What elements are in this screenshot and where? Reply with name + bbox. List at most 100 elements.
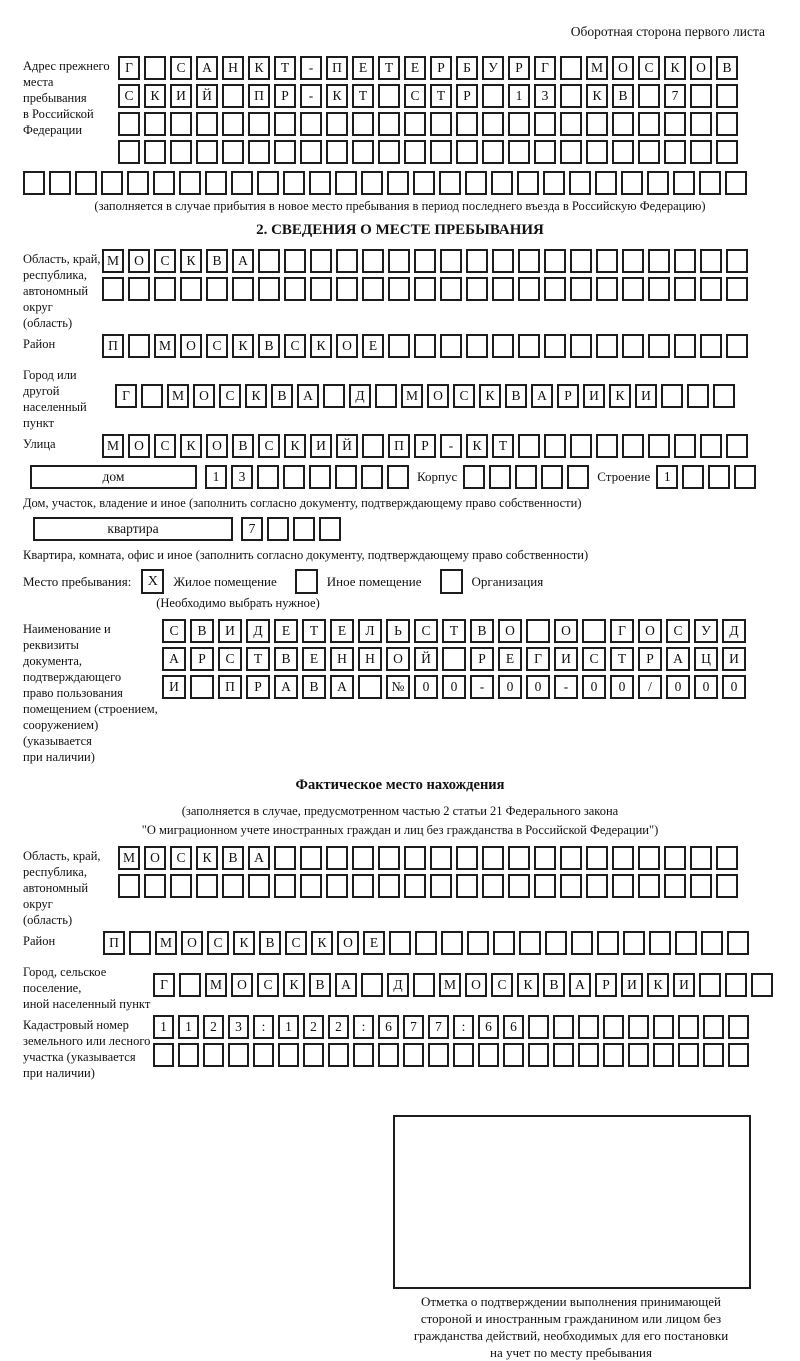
char-cell[interactable]: 6	[478, 1015, 499, 1039]
char-cell[interactable]: С	[218, 647, 242, 671]
char-cell[interactable]: С	[582, 647, 606, 671]
char-cell[interactable]: 7	[241, 517, 263, 541]
char-cell[interactable]: Т	[378, 56, 400, 80]
char-cell[interactable]	[528, 1043, 549, 1067]
char-cell[interactable]	[144, 140, 166, 164]
char-cell[interactable]: 0	[610, 675, 634, 699]
char-cell[interactable]	[578, 1043, 599, 1067]
char-cell[interactable]	[675, 931, 697, 955]
char-cell[interactable]	[716, 84, 738, 108]
char-cell[interactable]: 2	[303, 1015, 324, 1039]
char-cell[interactable]: Р	[595, 973, 617, 997]
char-cell[interactable]: 7	[403, 1015, 424, 1039]
char-cell[interactable]: Т	[352, 84, 374, 108]
char-cell[interactable]: И	[170, 84, 192, 108]
char-cell[interactable]: В	[258, 334, 280, 358]
char-cell[interactable]	[284, 277, 306, 301]
char-cell[interactable]: Е	[302, 647, 326, 671]
char-cell[interactable]: У	[482, 56, 504, 80]
char-cell[interactable]	[682, 465, 705, 489]
char-cell[interactable]	[442, 647, 466, 671]
char-cell[interactable]	[586, 846, 608, 870]
char-cell[interactable]	[170, 112, 192, 136]
char-cell[interactable]	[491, 171, 513, 195]
char-cell[interactable]: К	[466, 434, 488, 458]
char-cell[interactable]	[23, 171, 45, 195]
char-cell[interactable]	[389, 931, 411, 955]
char-cell[interactable]	[248, 112, 270, 136]
char-cell[interactable]	[690, 140, 712, 164]
char-cell[interactable]: В	[309, 973, 331, 997]
char-cell[interactable]	[141, 384, 163, 408]
char-cell[interactable]	[674, 277, 696, 301]
char-cell[interactable]	[664, 874, 686, 898]
char-cell[interactable]	[274, 874, 296, 898]
char-cell[interactable]	[387, 465, 409, 489]
char-cell[interactable]: 1	[205, 465, 227, 489]
char-cell[interactable]	[515, 465, 538, 489]
char-cell[interactable]	[492, 249, 514, 273]
char-cell[interactable]	[257, 465, 279, 489]
char-cell[interactable]	[206, 277, 228, 301]
char-cell[interactable]: Р	[557, 384, 579, 408]
char-cell[interactable]	[257, 171, 279, 195]
char-cell[interactable]	[128, 277, 150, 301]
char-cell[interactable]	[465, 171, 487, 195]
char-cell[interactable]: А	[569, 973, 591, 997]
char-cell[interactable]: Д	[349, 384, 371, 408]
char-cell[interactable]	[222, 112, 244, 136]
char-cell[interactable]: В	[222, 846, 244, 870]
char-cell[interactable]	[700, 277, 722, 301]
char-cell[interactable]: Р	[456, 84, 478, 108]
char-cell[interactable]	[361, 973, 383, 997]
char-cell[interactable]: Т	[302, 619, 326, 643]
char-cell[interactable]	[544, 334, 566, 358]
char-cell[interactable]	[508, 140, 530, 164]
char-cell[interactable]	[303, 1043, 324, 1067]
char-cell[interactable]	[716, 874, 738, 898]
char-cell[interactable]	[49, 171, 71, 195]
char-cell[interactable]	[560, 846, 582, 870]
char-cell[interactable]	[178, 1043, 199, 1067]
char-cell[interactable]	[648, 334, 670, 358]
char-cell[interactable]	[482, 140, 504, 164]
char-cell[interactable]	[534, 846, 556, 870]
char-cell[interactable]	[323, 384, 345, 408]
char-cell[interactable]	[456, 140, 478, 164]
char-cell[interactable]: Е	[352, 56, 374, 80]
char-cell[interactable]	[661, 384, 683, 408]
char-cell[interactable]	[428, 1043, 449, 1067]
char-cell[interactable]: О	[128, 434, 150, 458]
char-cell[interactable]: О	[427, 384, 449, 408]
char-cell[interactable]: О	[612, 56, 634, 80]
char-cell[interactable]: Р	[274, 84, 296, 108]
char-cell[interactable]	[378, 84, 400, 108]
char-cell[interactable]: С	[170, 846, 192, 870]
char-cell[interactable]	[586, 112, 608, 136]
char-cell[interactable]	[560, 56, 582, 80]
char-cell[interactable]: 3	[231, 465, 253, 489]
char-cell[interactable]	[118, 874, 140, 898]
char-cell[interactable]: :	[253, 1015, 274, 1039]
char-cell[interactable]: /	[638, 675, 662, 699]
char-cell[interactable]: С	[257, 973, 279, 997]
char-cell[interactable]: -	[300, 56, 322, 80]
char-cell[interactable]	[703, 1015, 724, 1039]
char-cell[interactable]	[413, 973, 435, 997]
char-cell[interactable]: Р	[638, 647, 662, 671]
char-cell[interactable]	[518, 277, 540, 301]
char-cell[interactable]	[430, 874, 452, 898]
char-cell[interactable]	[553, 1015, 574, 1039]
char-cell[interactable]: М	[401, 384, 423, 408]
char-cell[interactable]	[232, 277, 254, 301]
char-cell[interactable]	[726, 434, 748, 458]
char-cell[interactable]	[713, 384, 735, 408]
char-cell[interactable]	[319, 517, 341, 541]
char-cell[interactable]	[653, 1015, 674, 1039]
char-cell[interactable]: Т	[442, 619, 466, 643]
char-cell[interactable]: Р	[470, 647, 494, 671]
char-cell[interactable]	[664, 846, 686, 870]
checkbox-organization[interactable]	[439, 569, 463, 594]
char-cell[interactable]: О	[498, 619, 522, 643]
char-cell[interactable]	[674, 434, 696, 458]
